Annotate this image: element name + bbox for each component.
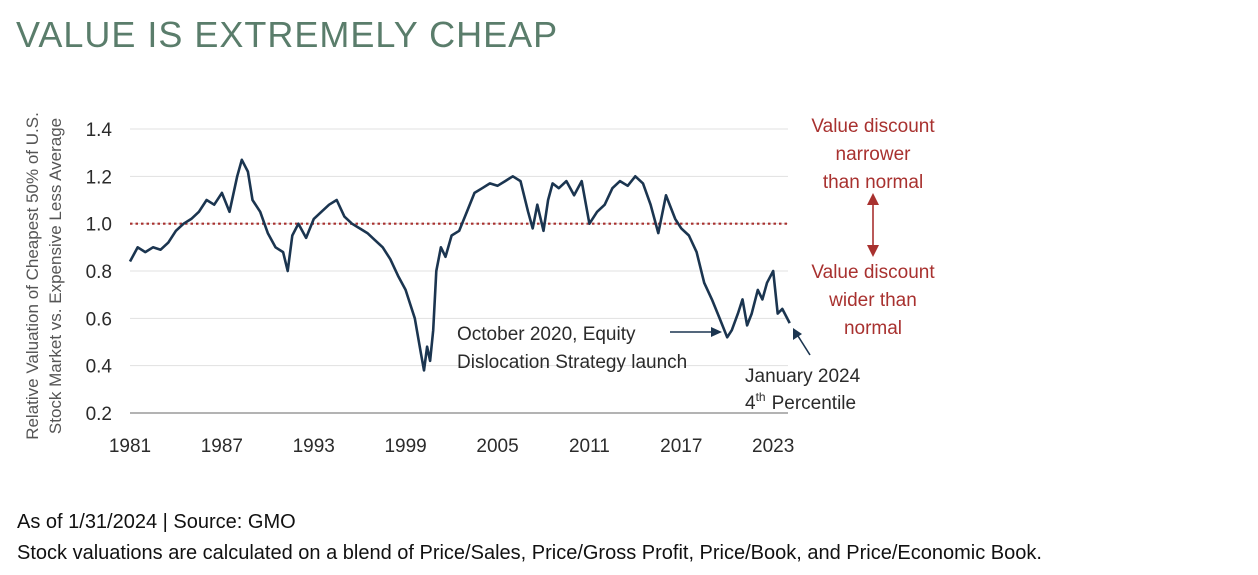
annotation-oct-2020-line-2: Dislocation Strategy launch (457, 352, 687, 373)
footer-source: As of 1/31/2024 | Source: GMO (17, 511, 296, 533)
annotation-narrower-line-2: narrower (836, 144, 912, 165)
double-arrow-down-head (867, 245, 879, 257)
x-tick-1999: 1999 (384, 436, 426, 457)
annotation-wider-line-2: wider than (828, 290, 917, 311)
y-tick-1.4: 1.4 (86, 120, 113, 141)
y-axis-label-line-2: Stock Market vs. Expensive Less Average (46, 118, 65, 434)
x-tick-2023: 2023 (752, 436, 794, 457)
y-axis-label: Relative Valuation of Cheapest 50% of U.… (23, 112, 65, 440)
x-tick-1981: 1981 (109, 436, 151, 457)
annotation-wider-line-3: normal (844, 318, 902, 339)
annotation-jan-2024-superscript: th (756, 390, 766, 404)
double-arrow (867, 193, 879, 257)
x-tick-labels: 1981 1987 1993 1999 2005 2011 2017 2023 (109, 436, 794, 457)
annotation-jan-2024-line-1: January 2024 (745, 366, 861, 387)
y-tick-0.8: 0.8 (86, 262, 112, 283)
y-tick-0.6: 0.6 (86, 309, 112, 330)
gridlines (130, 128, 788, 414)
x-tick-2011: 2011 (569, 436, 610, 457)
annotation-oct-2020-line-1: October 2020, Equity (457, 324, 636, 345)
chart-title: VALUE IS EXTREMELY CHEAP (16, 14, 559, 55)
x-tick-2005: 2005 (476, 436, 518, 457)
annotation-jan-2024-arrow (797, 335, 811, 356)
footer-note: Stock valuations are calculated on a ble… (17, 542, 1042, 564)
x-tick-1993: 1993 (293, 436, 335, 457)
annotation-narrower: Value discount narrower than normal (811, 116, 935, 193)
annotation-jan-2024-arrowhead (793, 328, 802, 340)
x-tick-2017: 2017 (660, 436, 702, 457)
double-arrow-up-head (867, 193, 879, 205)
annotation-jan-2024: January 2024 4th Percentile (745, 328, 861, 414)
annotation-oct-2020-arrowhead (711, 327, 722, 337)
annotation-oct-2020: October 2020, Equity Dislocation Strateg… (457, 324, 722, 373)
annotation-narrower-line-3: than normal (823, 172, 923, 193)
annotation-jan-2024-number: 4 (745, 393, 756, 414)
y-tick-0.4: 0.4 (86, 357, 113, 378)
y-axis-label-line-1: Relative Valuation of Cheapest 50% of U.… (23, 112, 42, 440)
y-tick-labels: 0.2 0.4 0.6 0.8 1.0 1.2 1.4 (86, 120, 113, 425)
y-tick-0.2: 0.2 (86, 404, 112, 425)
series-line-0 (128, 158, 791, 372)
y-tick-1.2: 1.2 (86, 167, 112, 188)
annotation-jan-2024-line-2: 4th Percentile (745, 390, 856, 414)
annotation-wider-line-1: Value discount (811, 262, 935, 283)
y-tick-1.0: 1.0 (86, 215, 112, 236)
annotation-narrower-line-1: Value discount (811, 116, 935, 137)
annotation-wider: Value discount wider than normal (811, 262, 935, 339)
series-group (128, 158, 791, 372)
annotation-jan-2024-percentile: Percentile (772, 393, 857, 414)
chart-area: 0.2 0.4 0.6 0.8 1.0 1.2 1.4 1981 1987 1993 1999 20… (23, 112, 935, 457)
x-tick-1987: 1987 (201, 436, 243, 457)
